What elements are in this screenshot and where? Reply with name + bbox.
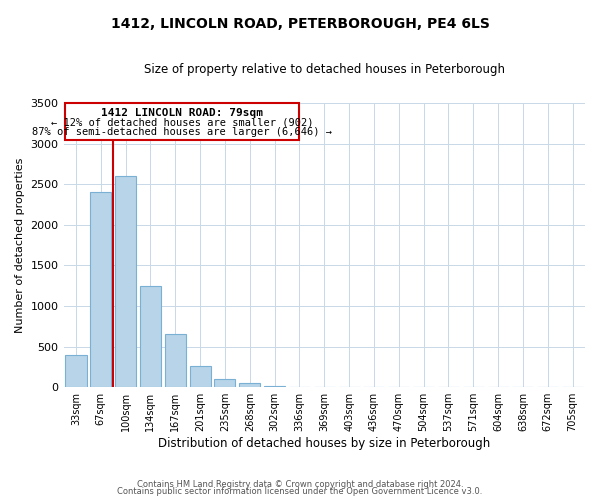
Bar — [264, 386, 285, 387]
Text: ← 12% of detached houses are smaller (902): ← 12% of detached houses are smaller (90… — [51, 118, 313, 128]
Bar — [214, 379, 235, 387]
Text: 1412 LINCOLN ROAD: 79sqm: 1412 LINCOLN ROAD: 79sqm — [101, 108, 263, 118]
Bar — [190, 366, 211, 387]
Text: 1412, LINCOLN ROAD, PETERBOROUGH, PE4 6LS: 1412, LINCOLN ROAD, PETERBOROUGH, PE4 6L… — [110, 18, 490, 32]
Title: Size of property relative to detached houses in Peterborough: Size of property relative to detached ho… — [144, 62, 505, 76]
Bar — [65, 354, 86, 387]
Bar — [115, 176, 136, 387]
Y-axis label: Number of detached properties: Number of detached properties — [15, 158, 25, 333]
X-axis label: Distribution of detached houses by size in Peterborough: Distribution of detached houses by size … — [158, 437, 490, 450]
FancyBboxPatch shape — [65, 103, 299, 140]
Bar — [239, 383, 260, 387]
Text: Contains HM Land Registry data © Crown copyright and database right 2024.: Contains HM Land Registry data © Crown c… — [137, 480, 463, 489]
Text: 87% of semi-detached houses are larger (6,646) →: 87% of semi-detached houses are larger (… — [32, 128, 332, 138]
Bar — [90, 192, 112, 387]
Bar — [165, 334, 186, 387]
Text: Contains public sector information licensed under the Open Government Licence v3: Contains public sector information licen… — [118, 487, 482, 496]
Bar — [140, 286, 161, 387]
